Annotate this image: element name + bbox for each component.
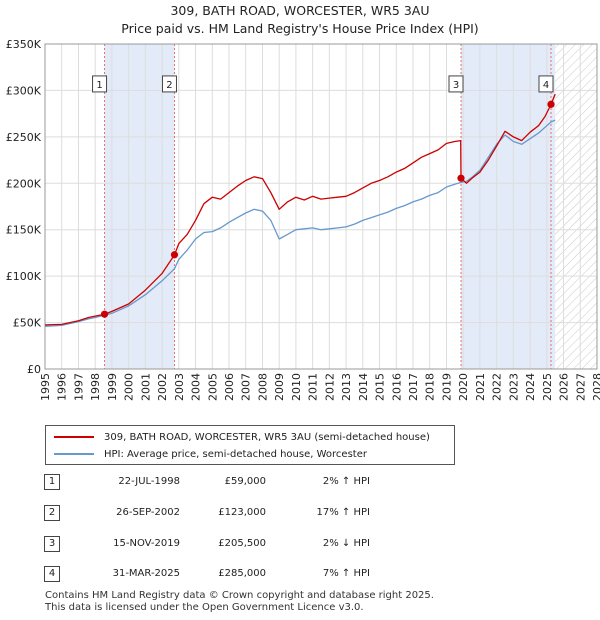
x-tick-label: 2007	[240, 373, 253, 401]
future-region	[555, 44, 597, 369]
transaction-price: £123,000	[218, 507, 266, 518]
x-tick-label: 2009	[273, 373, 286, 401]
chart-title: 309, BATH ROAD, WORCESTER, WR5 3AU	[170, 3, 430, 18]
x-tick-label: 2022	[491, 373, 504, 401]
chart-subtitle: Price paid vs. HM Land Registry's House …	[121, 21, 479, 36]
transaction-date: 22-JUL-1998	[118, 476, 180, 487]
x-tick-label: 1999	[106, 373, 119, 401]
x-tick-label: 2021	[474, 373, 487, 401]
y-tick-label: £200K	[6, 177, 42, 190]
transaction-hpi-diff: 7% ↑ HPI	[322, 568, 370, 579]
y-tick-label: £100K	[6, 270, 42, 283]
x-tick-label: 2025	[541, 373, 554, 401]
sale-label-box	[92, 75, 108, 93]
sale-point	[457, 174, 465, 182]
price-chart: 1 2 3 4 £0 £50K £100K £150K £200K £250K £300K £350K…	[6, 38, 600, 401]
x-tick-label: 2014	[357, 373, 370, 401]
x-tick-label: 2005	[206, 373, 219, 401]
x-tick-label: 1995	[39, 373, 52, 401]
legend-item-property: 309, BATH ROAD, WORCESTER, WR5 3AU (semi…	[54, 430, 430, 444]
y-tick-label: £250K	[6, 131, 42, 144]
footer-copyright: Contains HM Land Registry data © Crown c…	[45, 590, 434, 601]
x-tick-label: 2020	[457, 373, 470, 401]
x-tick-label: 2018	[424, 373, 437, 401]
x-tick-label: 1996	[56, 373, 69, 401]
ownership-band	[104, 44, 175, 369]
x-tick-label: 2015	[374, 373, 387, 401]
x-tick-label: 2008	[256, 373, 269, 401]
x-tick-label: 2028	[591, 373, 600, 401]
sale-label: 3	[453, 80, 459, 91]
sale-label: 2	[166, 80, 172, 91]
legend-label-hpi: HPI: Average price, semi-detached house,…	[104, 448, 367, 460]
transaction-number: 4	[44, 566, 60, 582]
footer-license: This data is licensed under the Open Gov…	[45, 602, 364, 613]
series-line-property	[44, 93, 556, 326]
x-tick-label: 2012	[323, 373, 336, 401]
x-tick-label: 2027	[574, 373, 587, 401]
y-tick-label: £350K	[6, 38, 42, 51]
plot-border	[44, 43, 598, 370]
ownership-band	[461, 44, 551, 369]
transaction-number: 2	[44, 505, 60, 521]
sale-label: 4	[543, 80, 549, 91]
legend-item-hpi: HPI: Average price, semi-detached house,…	[54, 447, 367, 461]
transaction-date: 15-NOV-2019	[113, 538, 180, 549]
legend: 309, BATH ROAD, WORCESTER, WR5 3AU (semi…	[45, 425, 455, 465]
y-tick-label: £300K	[6, 84, 42, 97]
x-tick-label: 1998	[89, 373, 102, 401]
x-tick-label: 2004	[190, 373, 203, 401]
x-tick-label: 2002	[156, 373, 169, 401]
transaction-number: 3	[44, 536, 60, 552]
x-tick-label: 2010	[290, 373, 303, 401]
y-tick-label: £150K	[6, 224, 42, 237]
legend-swatch-hpi	[54, 453, 94, 455]
transaction-price: £205,500	[218, 538, 266, 549]
x-tick-label: 2026	[558, 373, 571, 401]
y-tick-label: £0	[27, 363, 41, 376]
transaction-hpi-diff: 17% ↑ HPI	[316, 507, 370, 518]
ownership-band	[551, 44, 556, 369]
legend-swatch-property	[54, 436, 94, 438]
x-tick-label: 2017	[407, 373, 420, 401]
x-tick-label: 2001	[139, 373, 152, 401]
x-tick-label: 2016	[390, 373, 403, 401]
y-tick-label: £50K	[13, 317, 42, 330]
sale-label-box	[448, 75, 464, 93]
transaction-hpi-diff: 2% ↑ HPI	[322, 476, 370, 487]
legend-label-property: 309, BATH ROAD, WORCESTER, WR5 3AU (semi…	[104, 431, 430, 443]
sale-label-box	[538, 75, 554, 93]
sale-point	[170, 251, 179, 259]
x-tick-label: 2023	[507, 373, 520, 401]
x-tick-label: 2006	[223, 373, 236, 401]
x-tick-label: 2013	[340, 373, 353, 401]
sale-point	[100, 310, 109, 318]
transaction-date: 31-MAR-2025	[112, 568, 180, 579]
x-tick-label: 1997	[72, 373, 85, 401]
transaction-number: 1	[44, 474, 60, 490]
x-tick-label: 2019	[440, 373, 453, 401]
series-line-hpi	[44, 119, 556, 327]
sale-point	[547, 100, 555, 108]
x-tick-label: 2003	[173, 373, 186, 401]
sale-label: 1	[96, 80, 102, 91]
transaction-price: £285,000	[218, 568, 266, 579]
transaction-date: 26-SEP-2002	[116, 507, 180, 518]
x-tick-label: 2024	[524, 373, 537, 401]
x-tick-label: 2000	[123, 373, 136, 401]
x-tick-label: 2011	[307, 373, 320, 401]
sale-label-box	[161, 75, 177, 93]
transaction-price: £59,000	[224, 476, 266, 487]
transaction-hpi-diff: 2% ↓ HPI	[322, 538, 370, 549]
